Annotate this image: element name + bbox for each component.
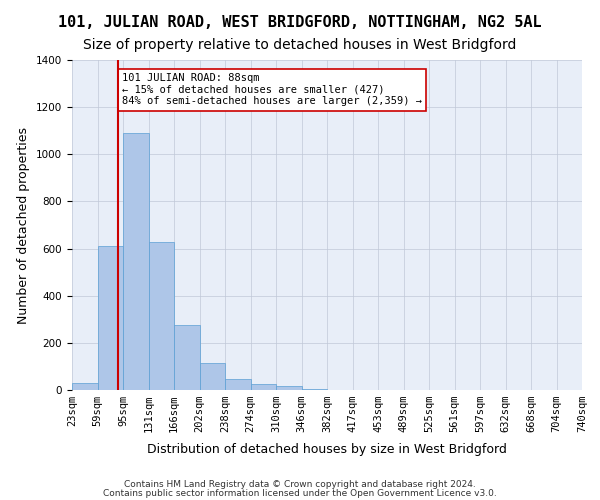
X-axis label: Distribution of detached houses by size in West Bridgford: Distribution of detached houses by size … bbox=[147, 444, 507, 456]
Text: 101, JULIAN ROAD, WEST BRIDGFORD, NOTTINGHAM, NG2 5AL: 101, JULIAN ROAD, WEST BRIDGFORD, NOTTIN… bbox=[58, 15, 542, 30]
Y-axis label: Number of detached properties: Number of detached properties bbox=[17, 126, 31, 324]
Bar bbox=[174, 325, 199, 390]
Bar bbox=[225, 380, 251, 390]
Text: Contains HM Land Registry data © Crown copyright and database right 2024.: Contains HM Land Registry data © Crown c… bbox=[124, 480, 476, 489]
Bar bbox=[251, 384, 276, 390]
Bar bbox=[199, 363, 225, 390]
Bar bbox=[276, 386, 302, 390]
Text: Size of property relative to detached houses in West Bridgford: Size of property relative to detached ho… bbox=[83, 38, 517, 52]
Text: Contains public sector information licensed under the Open Government Licence v3: Contains public sector information licen… bbox=[103, 488, 497, 498]
Bar bbox=[97, 246, 123, 390]
Bar bbox=[123, 133, 149, 390]
Bar bbox=[302, 389, 327, 390]
Bar bbox=[72, 384, 97, 390]
Bar bbox=[149, 242, 174, 390]
Text: 101 JULIAN ROAD: 88sqm
← 15% of detached houses are smaller (427)
84% of semi-de: 101 JULIAN ROAD: 88sqm ← 15% of detached… bbox=[122, 73, 422, 106]
